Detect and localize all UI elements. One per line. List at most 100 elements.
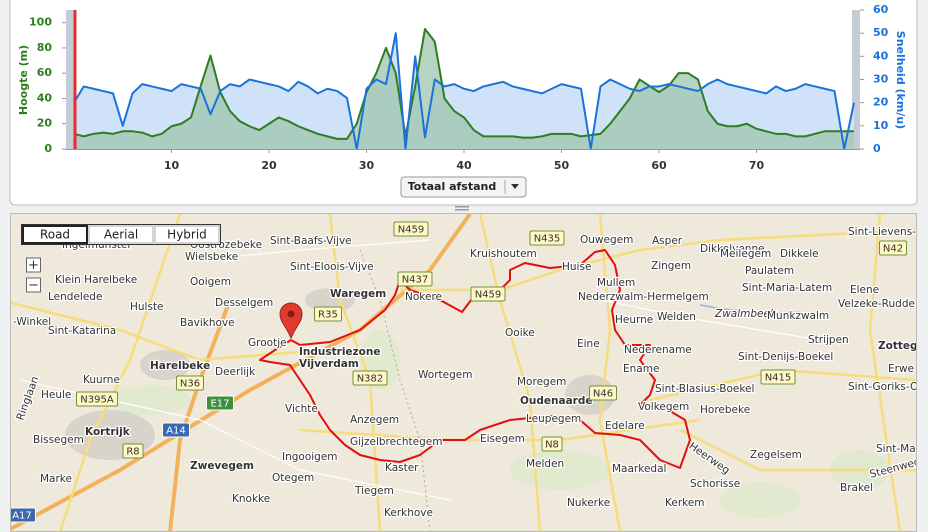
road-shield (162, 422, 190, 438)
y2-tick-label: 60 (873, 3, 889, 16)
place-label: Dikkele (780, 248, 819, 260)
place-label: Anzegem (350, 414, 399, 426)
x-tick-label: 70 (749, 159, 765, 172)
place-label: Nederename (624, 344, 692, 356)
place-label: Bavikhove (180, 317, 235, 329)
y-tick-label: 40 (37, 91, 53, 104)
place-label: Kortrijk (85, 426, 131, 438)
place-label: Bissegem (33, 434, 84, 446)
road-shield (589, 385, 617, 401)
place-label: Kerkhove (384, 507, 433, 519)
place-label: Maarkedal (612, 463, 666, 475)
place-label: Nukerke (567, 497, 610, 509)
place-label: Brakel (840, 482, 873, 494)
place-label: Otegem (272, 472, 314, 484)
place-label: Desselgem (215, 297, 273, 309)
road-label: N8 (545, 440, 559, 451)
road-shield (11, 507, 36, 523)
road-shield (879, 240, 907, 256)
place-label: Sint-Blasius-Boekel (655, 383, 754, 395)
road-shield (760, 369, 796, 385)
place-label: Strijpen (808, 334, 849, 346)
place-label: -Winkel (13, 316, 51, 328)
road-label: A14 (166, 426, 186, 437)
road-label: N42 (883, 244, 903, 255)
road-shield (76, 391, 118, 407)
road-shield (397, 271, 433, 287)
place-label: Meilegem (720, 248, 771, 260)
road-label: E17 (210, 399, 229, 410)
view-button[interactable] (88, 225, 154, 244)
y-tick-label: 20 (37, 117, 53, 130)
line (73, 27, 854, 140)
road-shield (122, 443, 144, 459)
y-tick-label: 0 (44, 142, 52, 155)
place-label: Paulatem (745, 265, 794, 277)
road-shield (206, 395, 234, 411)
view-button[interactable] (154, 225, 220, 244)
road-label: N46 (593, 389, 613, 400)
map-type-control: Road Aerial Hybrid (21, 224, 221, 245)
y2-tick-label: 40 (873, 49, 889, 62)
place-label: Kruishoutem (470, 248, 537, 260)
y2-tick-label: 20 (873, 96, 889, 109)
y-tick-label: 60 (37, 66, 53, 79)
x-tick-label: 10 (164, 159, 180, 172)
place-label: Sint-Lievens-H (848, 226, 924, 238)
place-label: Sint-Maria-Lie (876, 443, 928, 455)
place-label: Marke (40, 473, 72, 485)
road-label: R35 (318, 310, 338, 321)
place-label: Vichte (285, 403, 318, 415)
left-axis-bar (66, 10, 74, 150)
view-button[interactable] (22, 225, 88, 244)
place-label: Horebeke (700, 404, 750, 416)
x-tick-label: 30 (359, 159, 375, 172)
road-label: N36 (180, 379, 200, 390)
road-shield (541, 436, 563, 452)
road-label: N415 (765, 373, 792, 384)
place-label: Eine (577, 338, 600, 350)
chart: 0 20 40 60 80 100 0 10 20 30 40 50 60 10 20 30 40 50 60 70 (29, 3, 889, 172)
place-label: Waregem (330, 288, 386, 300)
dropdown-label: Totaal afstand (408, 180, 496, 193)
y-tick-label: 100 (29, 16, 52, 29)
map[interactable]: IngelmunsterOostrozebekeDikkelvenneSint-… (0, 214, 928, 532)
place-label: Melden (526, 458, 564, 470)
zoom-button[interactable] (26, 277, 41, 293)
place-label: Lendelede (48, 291, 102, 303)
place-label: Zegelsem (750, 449, 802, 461)
road-label: N459 (398, 225, 425, 236)
place-label: Kerkem (665, 497, 705, 509)
place-label: Schorisse (690, 478, 740, 490)
place-label: Industriezone (299, 346, 380, 358)
place-label: Tiegem (354, 485, 394, 497)
road-shield (470, 286, 506, 302)
x-tick-label: 60 (651, 159, 667, 172)
place-label: Moregem (517, 376, 566, 388)
y2-tick-label: 30 (873, 73, 889, 86)
zoom-button[interactable] (26, 257, 41, 273)
y2-tick-label: 10 (873, 119, 889, 132)
dropdown[interactable]: Totaal afstand (400, 176, 527, 198)
place-label: Erwe (888, 363, 914, 375)
place-label: Volkegem (638, 401, 689, 413)
x-tick-label: 50 (554, 159, 570, 172)
place-label: Huise (562, 261, 591, 273)
place-label: Leupegem (526, 413, 581, 425)
road-label: N437 (402, 275, 429, 286)
road-label: R8 (126, 447, 139, 458)
place-label: Eisegem (480, 433, 525, 445)
y2-tick-label: 50 (873, 26, 889, 39)
y2-axis-title: Snelheid (km/u) (894, 31, 907, 129)
place-label: Ename (623, 363, 659, 375)
right-axis-bar (852, 10, 860, 150)
view-button-label: Road (40, 228, 70, 242)
route-marker[interactable] (279, 302, 303, 340)
place-label: Ooigem (190, 276, 231, 288)
place-label: Ouwegem (580, 234, 633, 246)
place-label: Wortegem (418, 369, 472, 381)
line (73, 32, 855, 150)
road-label: N459 (475, 290, 502, 301)
place-label: Sint-Denijs-Boekel (738, 351, 833, 363)
splitter[interactable] (455, 206, 469, 211)
